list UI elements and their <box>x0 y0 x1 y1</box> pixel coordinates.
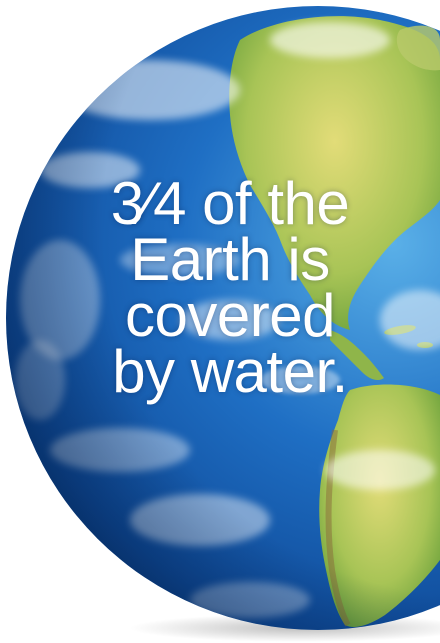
caption-line-1-rest: of the <box>185 170 350 237</box>
caption-line-3: covered <box>125 282 335 349</box>
caption-line-4: by water. <box>112 338 348 405</box>
fraction-three-quarters: 3⁄4 <box>110 170 187 237</box>
caption-line-2: Earth is <box>130 226 330 293</box>
earth-water-caption: 3⁄4 of the Earth is covered by water. <box>60 174 400 405</box>
caption-line-1: 3⁄4 of the <box>60 174 400 234</box>
